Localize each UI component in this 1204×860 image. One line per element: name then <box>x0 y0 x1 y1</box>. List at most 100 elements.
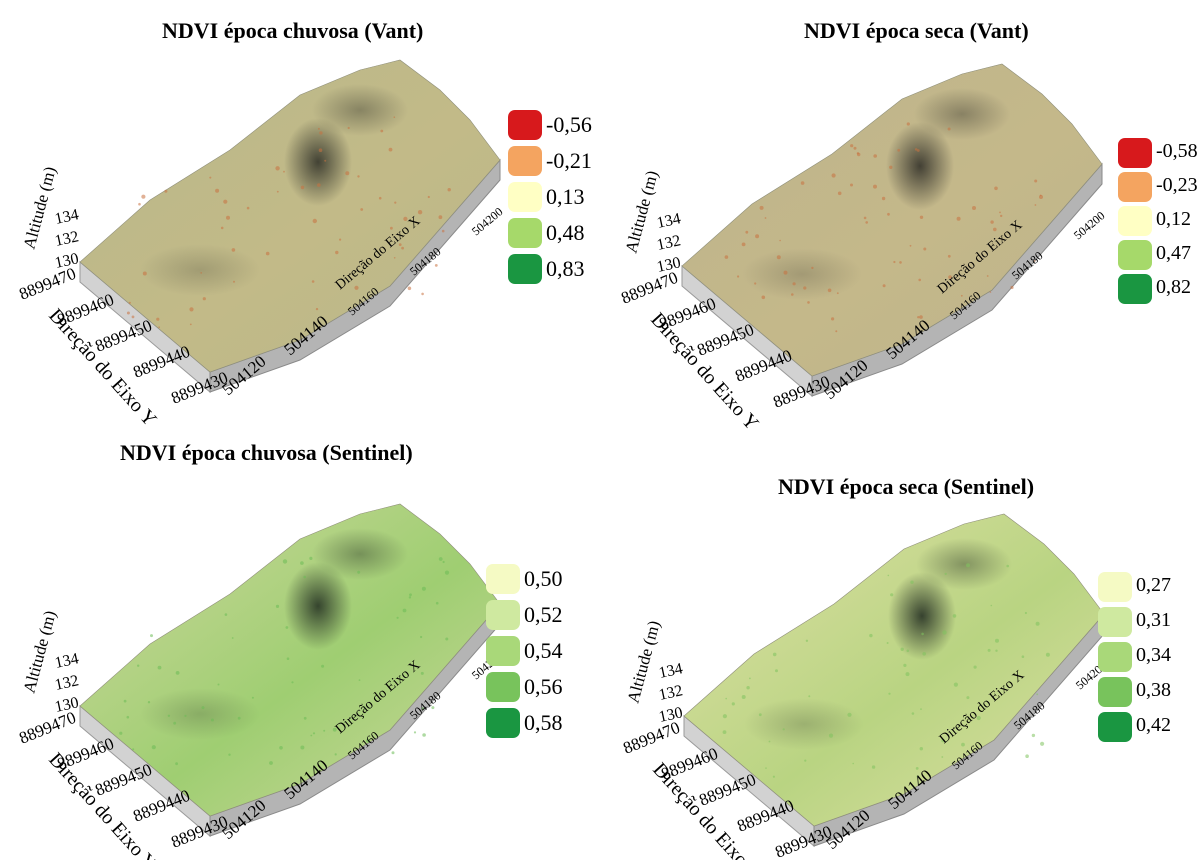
surface-speckle <box>332 727 337 732</box>
y-tick-label: 8899470 <box>618 268 680 308</box>
legend-swatch <box>486 672 520 702</box>
surface-speckle <box>319 131 323 135</box>
surface-speckle <box>916 149 920 152</box>
surface-speckle <box>1006 564 1009 568</box>
surface-speckle <box>754 282 757 285</box>
surface-speckle <box>421 586 426 591</box>
z-tick-label: 132 <box>53 672 80 694</box>
surface-speckle <box>737 275 740 278</box>
surface-speckle <box>141 194 146 199</box>
legend-item: 0,12 <box>1118 206 1204 242</box>
surface-speckle <box>303 575 307 579</box>
surface-speckle <box>447 188 451 192</box>
surface-speckle <box>755 234 760 239</box>
legend-item: 0,50 <box>486 564 616 600</box>
legend-swatch <box>1098 642 1132 672</box>
surface-speckle <box>994 186 998 191</box>
legend-label: 0,58 <box>524 710 563 735</box>
surface-speckle <box>865 221 868 224</box>
legend-swatch <box>1118 274 1152 304</box>
surface-speckle <box>741 242 746 247</box>
surface-speckle <box>317 127 320 130</box>
surface-speckle <box>764 217 767 219</box>
surface-speckle <box>741 695 746 699</box>
surface-speckle <box>275 166 280 171</box>
surface-speckle <box>1000 214 1003 218</box>
legend-item: 0,38 <box>1098 677 1204 713</box>
surface-speckle <box>380 129 384 133</box>
surface-speckle <box>427 195 430 199</box>
surface-speckle <box>1034 260 1036 262</box>
surface-speckle <box>283 170 285 173</box>
surface-speckle <box>335 250 339 255</box>
surface-speckle <box>393 116 396 118</box>
legend-item: 0,13 <box>508 182 638 218</box>
surface-speckle <box>123 699 127 703</box>
legend-swatch <box>1098 677 1132 707</box>
surface-speckle <box>413 731 417 734</box>
surface-speckle <box>910 580 914 584</box>
surface-speckle <box>300 185 305 190</box>
y-tick-label: 8899470 <box>620 718 682 758</box>
surface-speckle <box>173 721 177 725</box>
legend-swatch <box>508 218 542 248</box>
surface-speckle <box>919 315 923 319</box>
surface-speckle <box>887 212 890 216</box>
surface-speckle <box>882 284 886 288</box>
surface-speckle <box>871 765 876 769</box>
surface-speckle <box>237 716 241 720</box>
surface-speckle <box>217 683 220 686</box>
surface-speckle <box>850 183 853 187</box>
legend-item: 0,58 <box>486 708 616 744</box>
surface-speckle <box>391 751 395 755</box>
surface-speckle <box>202 297 206 301</box>
surface-speckle <box>749 677 751 680</box>
surface-speckle <box>746 686 750 690</box>
surface-speckle <box>276 190 279 193</box>
surface-speckle <box>948 275 952 279</box>
z-tick-label: 132 <box>53 228 80 250</box>
surface-speckle <box>126 311 130 315</box>
surface-speckle <box>1035 621 1040 626</box>
surface-speckle <box>906 122 910 126</box>
surface-speckle <box>444 570 450 575</box>
surface-speckle <box>445 637 449 641</box>
surface-speckle <box>215 188 220 193</box>
surface-speckle <box>394 201 397 204</box>
legend-swatch <box>486 636 520 666</box>
legend-item: 0,48 <box>508 218 638 254</box>
surface-speckle <box>745 230 749 234</box>
surface-speckle <box>782 728 785 731</box>
surface-speckle <box>990 220 994 224</box>
surface-speckle <box>402 608 407 613</box>
surface-speckle <box>909 244 912 247</box>
surface-speckle <box>1040 741 1045 746</box>
terrain-group: Altitude (m)1301321348899470889946088994… <box>618 63 1108 435</box>
surface-speckle <box>731 702 735 706</box>
surface-speckle <box>899 261 902 264</box>
legend-label: 0,52 <box>524 602 563 627</box>
z-tick-label: 134 <box>657 660 684 682</box>
surface-speckle <box>987 648 991 652</box>
hill-shadow <box>284 562 352 650</box>
legend-swatch <box>508 182 542 212</box>
legend-item: -0,21 <box>508 146 638 182</box>
hill-shadow <box>886 122 954 210</box>
legend-label: 0,42 <box>1136 714 1171 736</box>
surface-speckle <box>916 775 919 778</box>
legend-swatch <box>486 564 520 594</box>
surface-speckle <box>863 216 867 220</box>
surface-speckle <box>828 733 834 738</box>
surface-speckle <box>407 286 412 291</box>
z-tick-label: 130 <box>53 250 80 272</box>
panel-dry-sentinel: NDVI época seca (Sentinel) Altitude (m) 1… <box>602 430 1204 860</box>
surface-speckle <box>265 251 270 256</box>
hill-shadow <box>914 88 1010 140</box>
surface-speckle <box>966 563 970 568</box>
surface-speckle <box>847 712 852 717</box>
surface-speckle <box>944 572 947 576</box>
surface-speckle <box>291 681 294 684</box>
legend-item: 0,54 <box>486 636 616 672</box>
surface-speckle <box>164 189 168 193</box>
surface-speckle <box>1025 754 1029 758</box>
